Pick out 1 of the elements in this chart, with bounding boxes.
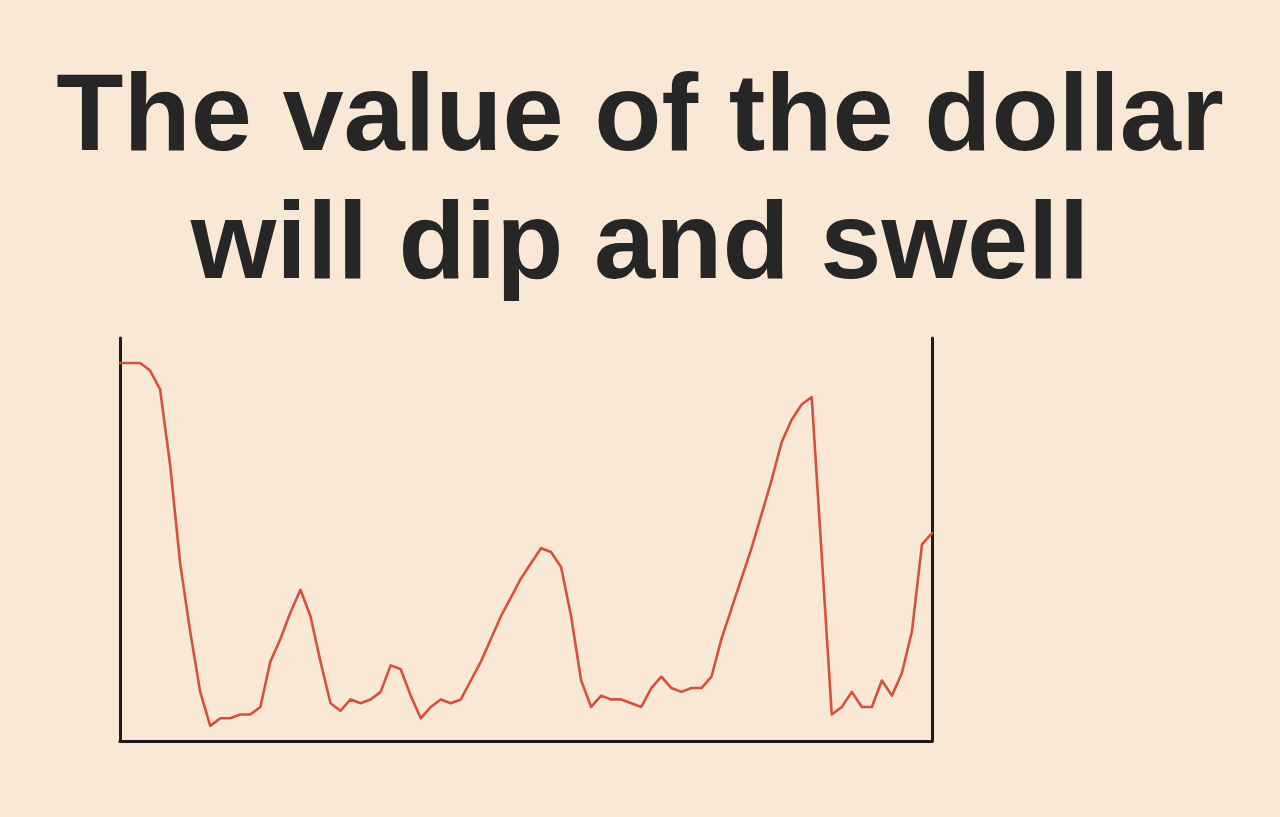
chart-title: The value of the dollar will dip and swell <box>56 49 1224 301</box>
